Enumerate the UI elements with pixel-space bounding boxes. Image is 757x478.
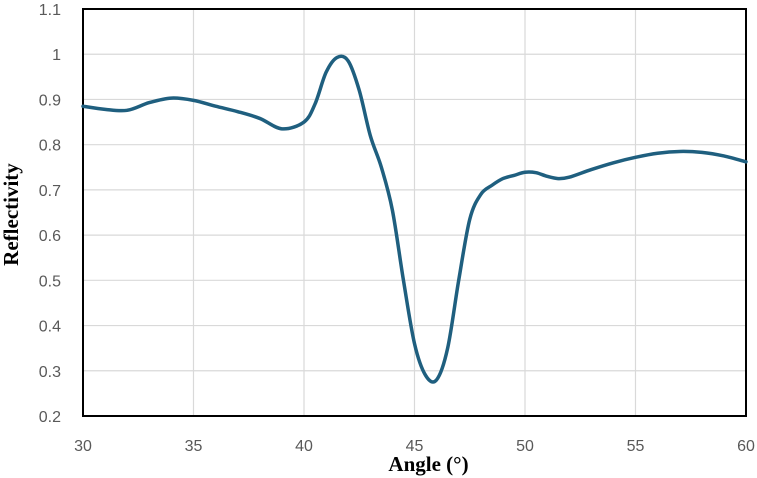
vertical-gridlines <box>192 9 637 416</box>
x-axis-title: Angle (°) <box>388 452 468 476</box>
x-tick-label: 30 <box>74 438 92 455</box>
x-axis-tick-labels: 30 35 40 45 50 55 60 <box>74 438 755 455</box>
y-tick-label: 0.6 <box>39 228 61 245</box>
x-tick-label: 60 <box>737 438 755 455</box>
x-tick-label: 50 <box>516 438 534 455</box>
y-axis-title: Reflectivity <box>0 163 23 266</box>
y-tick-label: 0.9 <box>39 92 61 109</box>
plot-area-border <box>82 8 747 417</box>
x-tick-label: 35 <box>185 438 203 455</box>
y-tick-label: 0.4 <box>39 319 61 336</box>
x-tick-label: 40 <box>295 438 313 455</box>
x-tick-label: 55 <box>627 438 645 455</box>
series-line-reflectivity <box>81 54 748 384</box>
y-tick-label: 0.2 <box>39 409 61 426</box>
y-tick-label: 0.3 <box>39 364 61 381</box>
y-axis-tick-labels: 0.2 0.3 0.4 0.5 0.6 0.7 0.8 0.9 1 1.1 <box>39 2 61 426</box>
y-tick-label: 1.1 <box>39 2 61 19</box>
y-tick-label: 0.8 <box>39 138 61 155</box>
y-tick-label: 1 <box>52 47 61 64</box>
y-tick-label: 0.5 <box>39 273 61 290</box>
x-tick-label: 45 <box>406 438 424 455</box>
y-tick-label: 0.7 <box>39 183 61 200</box>
